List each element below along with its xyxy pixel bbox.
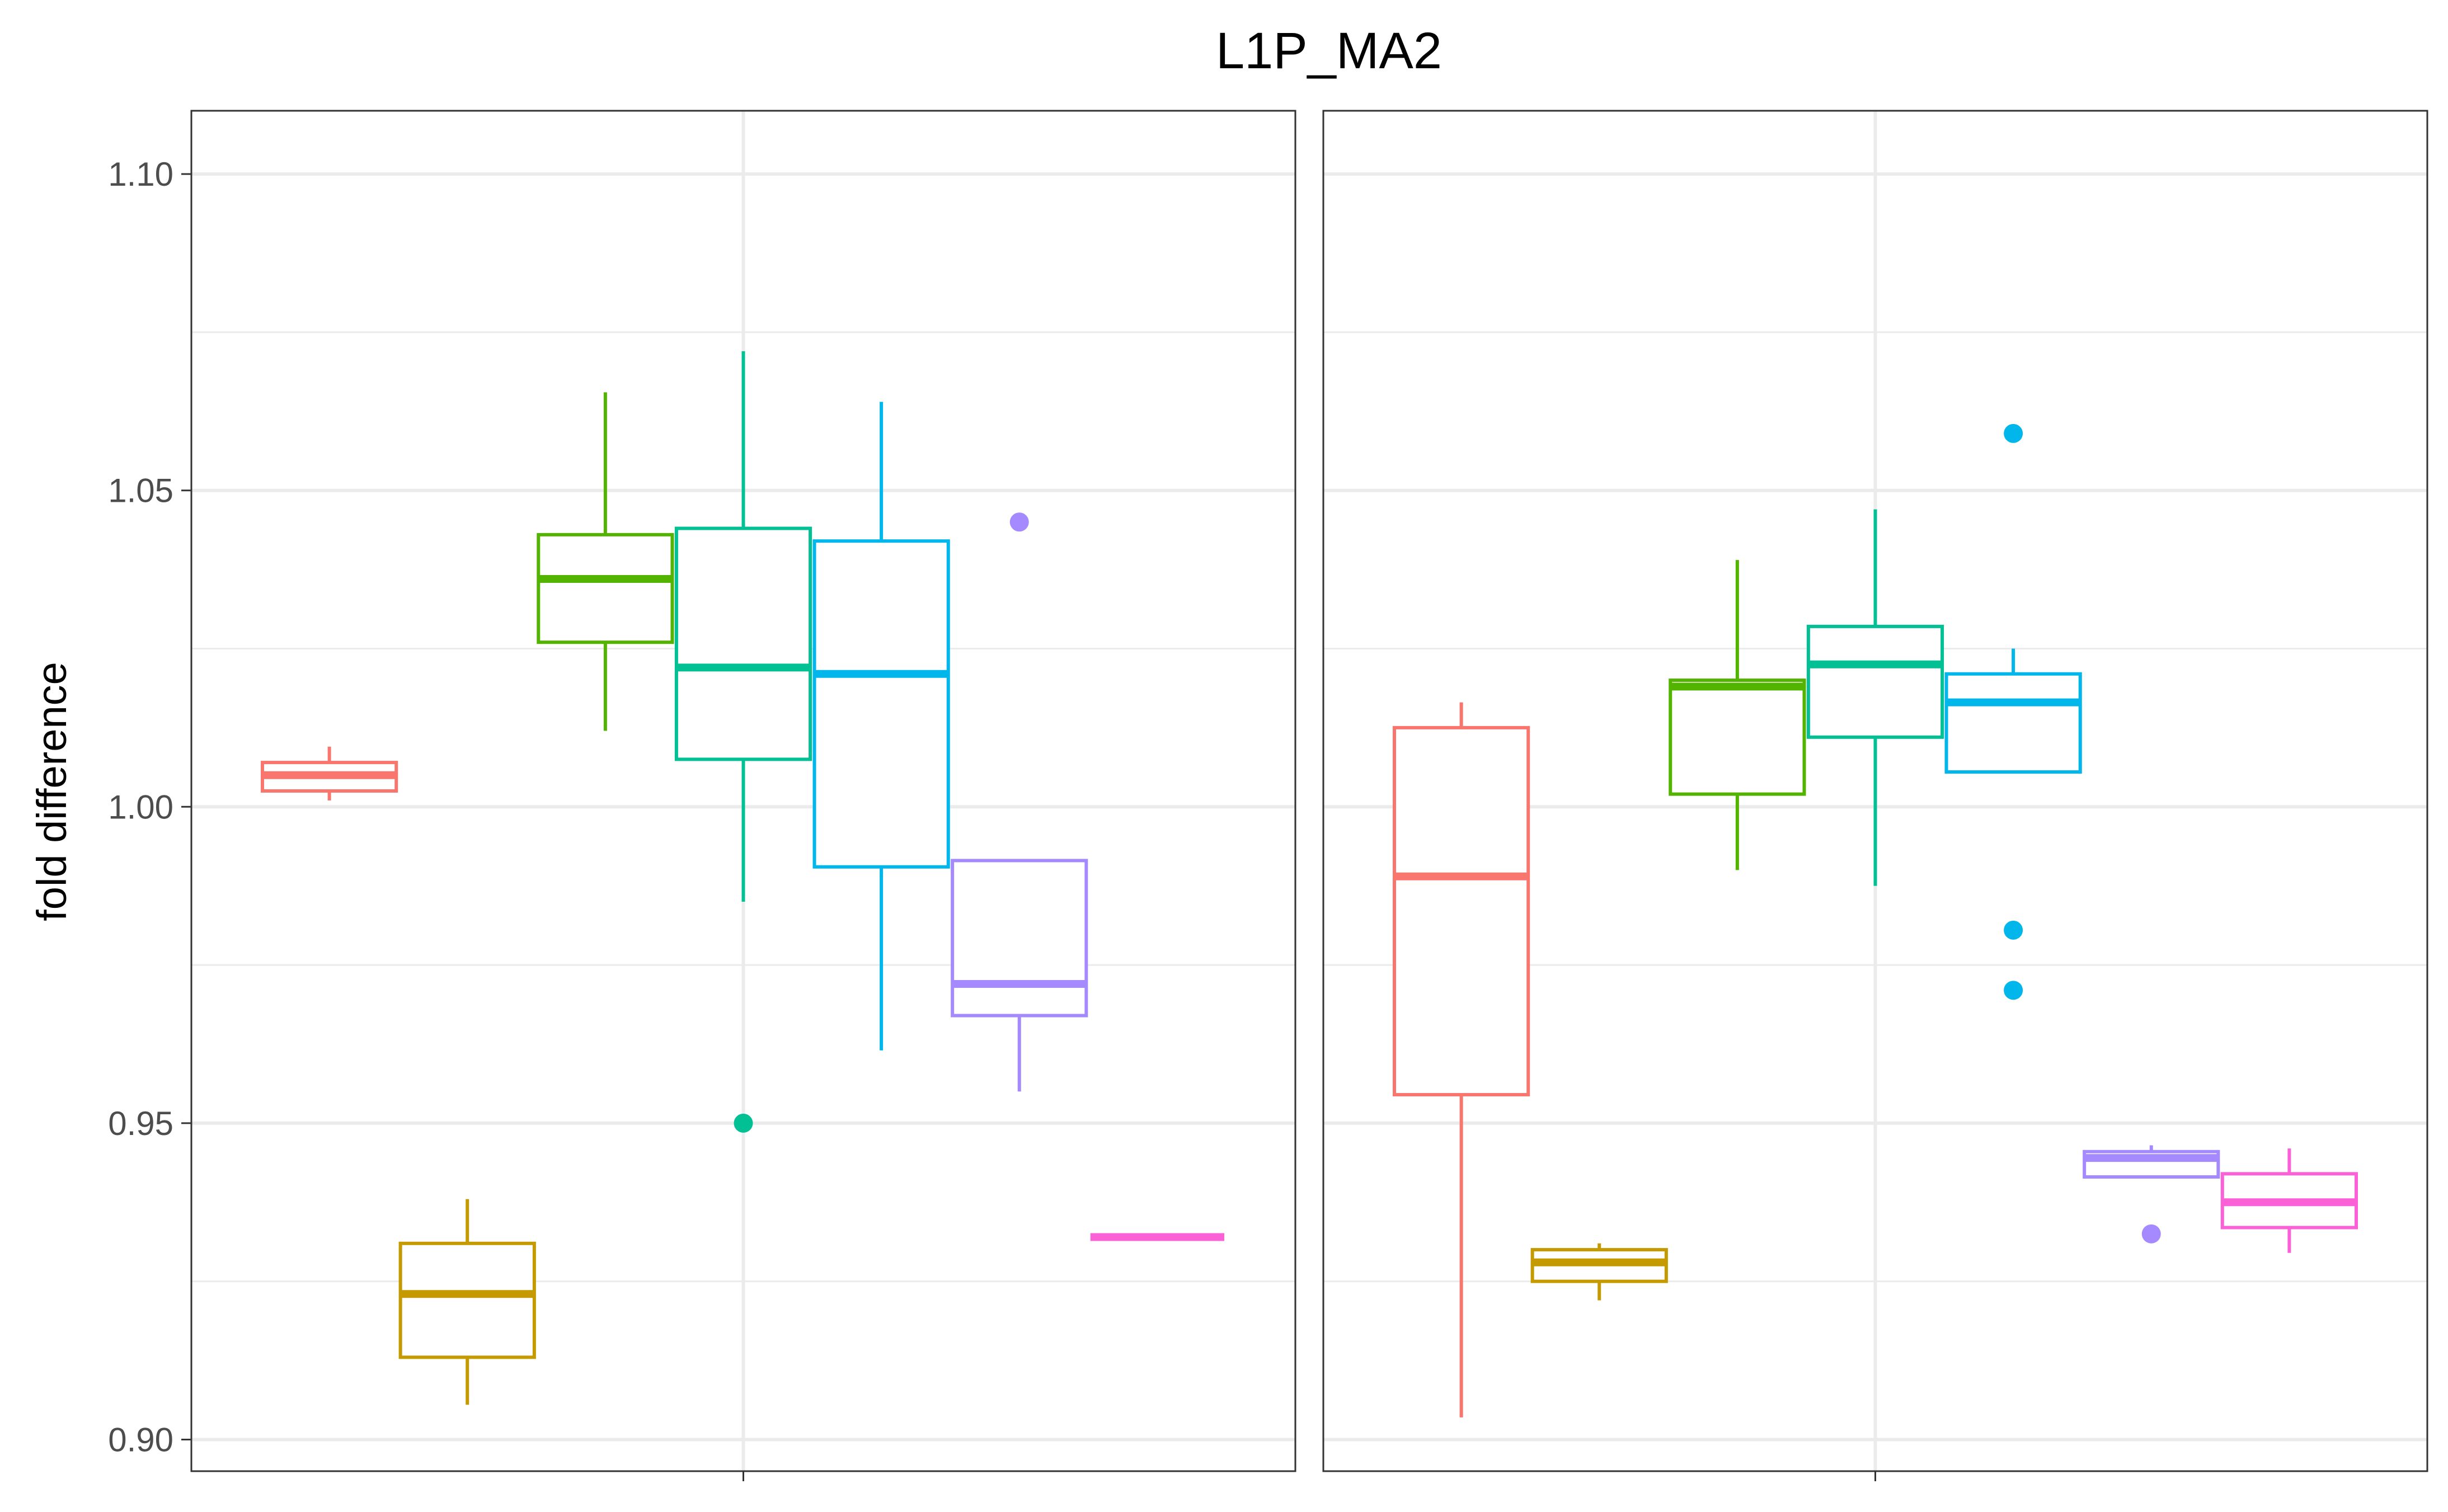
box-body <box>398 1241 536 1359</box>
box-group-1 <box>1393 702 1530 1417</box>
panel-border <box>190 110 1296 1472</box>
y-tick-label: 1.00 <box>108 788 173 826</box>
box-group-4 <box>674 351 812 1133</box>
box-group-5 <box>1944 423 2082 1000</box>
box-body <box>951 859 1088 1018</box>
outlier-point <box>1009 512 1029 532</box>
y-tick-label: 1.10 <box>108 156 173 193</box>
box-body <box>812 539 950 869</box>
box-body <box>537 533 674 644</box>
box-group-3 <box>1669 560 1806 870</box>
outlier-point <box>734 1113 753 1133</box>
box-group-3 <box>537 392 674 731</box>
box-group-4 <box>1806 509 1944 886</box>
box-body <box>1806 624 1944 739</box>
box-body <box>1393 726 1530 1096</box>
panel-2 <box>1322 110 2428 1481</box>
y-tick-label: 0.90 <box>108 1421 173 1458</box>
y-axis: 0.90 0.95 1.00 1.05 1.10 <box>108 156 191 1458</box>
outlier-point <box>2141 1224 2161 1243</box>
chart-title: L1P_MA2 <box>1216 22 1442 79</box>
panels-layer <box>190 110 2428 1481</box>
y-tick-label: 1.05 <box>108 472 173 510</box>
panel-1 <box>190 110 1296 1481</box>
outlier-point <box>2004 423 2023 443</box>
box-group-2 <box>398 1199 536 1405</box>
panel-border <box>1322 110 2428 1472</box>
box-group-7 <box>2220 1148 2358 1253</box>
y-axis-title: fold difference <box>29 662 75 921</box>
box-body <box>1944 672 2082 774</box>
outlier-point <box>2004 920 2023 940</box>
box-group-6 <box>2083 1145 2220 1243</box>
y-tick-label: 0.95 <box>108 1105 173 1142</box>
box-body <box>1669 679 1806 796</box>
box-group-5 <box>812 402 950 1051</box>
box-body <box>674 526 812 761</box>
outlier-point <box>2004 981 2023 1000</box>
box-group-6 <box>951 512 1088 1092</box>
box-group-1 <box>261 746 398 800</box>
box-group-2 <box>1530 1243 1668 1301</box>
